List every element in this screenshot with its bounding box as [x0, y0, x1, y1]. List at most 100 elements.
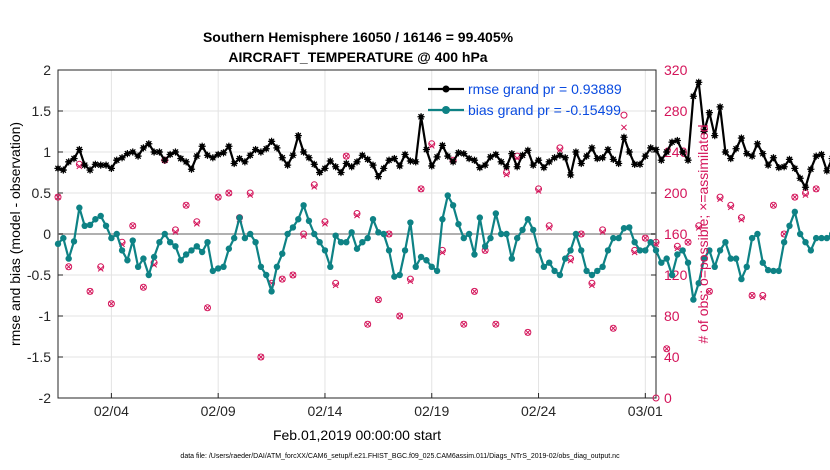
rmse-point-spoke [305, 154, 312, 161]
obs-assimilated-stroke [204, 304, 211, 311]
y-tick-label: 0 [43, 226, 51, 242]
rmse-point [588, 144, 596, 152]
legend-bias-label: bias grand pr = -0.15499 [468, 102, 621, 118]
rmse-point [81, 161, 89, 169]
bias-point [108, 234, 115, 242]
bias-point [674, 251, 681, 258]
rmse-point-spoke [268, 138, 275, 145]
rmse-point-spoke [775, 164, 782, 171]
rmse-point [177, 154, 185, 163]
bias-point [807, 247, 815, 254]
y-tick-label: 0.5 [32, 185, 52, 201]
obs-assimilated-stroke [556, 146, 563, 153]
obs-assimilated-stroke [621, 124, 627, 131]
bias-point [732, 255, 740, 262]
obs-assimilated-stroke [738, 216, 745, 223]
rmse-point-spoke [263, 145, 270, 152]
bias-point [748, 234, 756, 242]
rmse-point [492, 150, 500, 159]
obs-possible-marker [54, 193, 62, 201]
bias-point [182, 251, 190, 258]
rmse-point [534, 156, 543, 164]
rmse-point-spoke [455, 149, 462, 156]
obs-assimilated-stroke [55, 194, 61, 201]
rmse-point [508, 150, 516, 158]
obs-assimilated-stroke [631, 249, 638, 256]
rmse-point [198, 142, 206, 150]
rmse-point-spoke [781, 163, 788, 170]
rmse-point [460, 150, 468, 158]
rmse-point-spoke [402, 151, 409, 158]
bias-point [546, 259, 553, 266]
rmse-point [171, 148, 180, 156]
rmse-point [59, 166, 67, 174]
rmse-point-spoke [156, 148, 163, 156]
rmse-point [470, 156, 479, 164]
bias-point [716, 247, 724, 254]
rmse-point-spoke [145, 140, 152, 147]
obs-possible-marker [289, 271, 297, 279]
rmse-point-spoke [343, 160, 350, 167]
bias-point [444, 192, 451, 199]
rmse-point [764, 161, 772, 169]
obs-possible-marker [396, 312, 404, 320]
rmse-point-spoke [498, 158, 505, 165]
obs-assimilated-stroke [386, 231, 392, 237]
y-tick-label: -0.5 [27, 267, 51, 283]
obs-assimilated-stroke [610, 325, 617, 332]
rmse-point-spoke [695, 79, 702, 86]
rmse-point [150, 148, 158, 156]
rmse-point [337, 168, 345, 177]
rmse-point-spoke [407, 157, 414, 165]
obs-possible-marker [139, 283, 147, 291]
rmse-point [524, 146, 532, 154]
rmse-point [807, 165, 815, 173]
rmse-point [134, 152, 142, 160]
rmse-point [438, 141, 447, 150]
bias-point [818, 234, 825, 242]
rmse-point-spoke [108, 165, 115, 172]
obs-assimilated-stroke [642, 235, 649, 242]
obs-assimilated-marker [108, 300, 115, 307]
rmse-point-spoke [151, 148, 158, 156]
rmse-point-spoke [754, 140, 761, 147]
bias-point [668, 271, 676, 279]
rmse-point [417, 113, 425, 121]
obs-assimilated-marker [717, 196, 724, 203]
rmse-point [631, 160, 639, 168]
rmse-point [481, 161, 489, 169]
rmse-point-spoke [81, 162, 88, 169]
rmse-point [358, 151, 366, 159]
obs-possible-marker [129, 222, 137, 230]
obs-possible-marker [406, 275, 414, 283]
rmse-point [107, 164, 115, 172]
rmse-point [380, 164, 388, 172]
obs-assimilated-stroke [140, 284, 147, 291]
obs-possible-marker [182, 201, 190, 209]
rmse-point-spoke [124, 150, 131, 157]
obs-assimilated-stroke [567, 257, 574, 264]
bias-point [391, 273, 398, 280]
bias-point [102, 222, 110, 229]
rmse-point [374, 173, 382, 181]
rmse-point [545, 158, 553, 166]
rmse-point-spoke [327, 157, 334, 165]
bias-point [791, 208, 799, 216]
legend-rmse-label: rmse grand pr = 0.93889 [468, 81, 622, 97]
rmse-point [593, 154, 601, 163]
rmse-point [497, 158, 505, 166]
obs-possible-marker [364, 320, 372, 328]
obs-possible-marker [321, 218, 329, 226]
y-right-tick-label: 120 [664, 267, 688, 283]
x-axis-label: Feb.01,2019 00:00:00 start [273, 427, 441, 443]
bias-point [247, 230, 254, 238]
rmse-point [65, 158, 73, 166]
rmse-point [187, 165, 196, 173]
obs-assimilated-stroke [215, 194, 222, 201]
bias-point [433, 267, 441, 275]
obs-assimilated-stroke [183, 202, 190, 209]
obs-possible-marker [609, 324, 617, 332]
obs-possible-marker [588, 279, 596, 287]
rmse-point [193, 152, 201, 160]
bias-point [364, 234, 371, 242]
